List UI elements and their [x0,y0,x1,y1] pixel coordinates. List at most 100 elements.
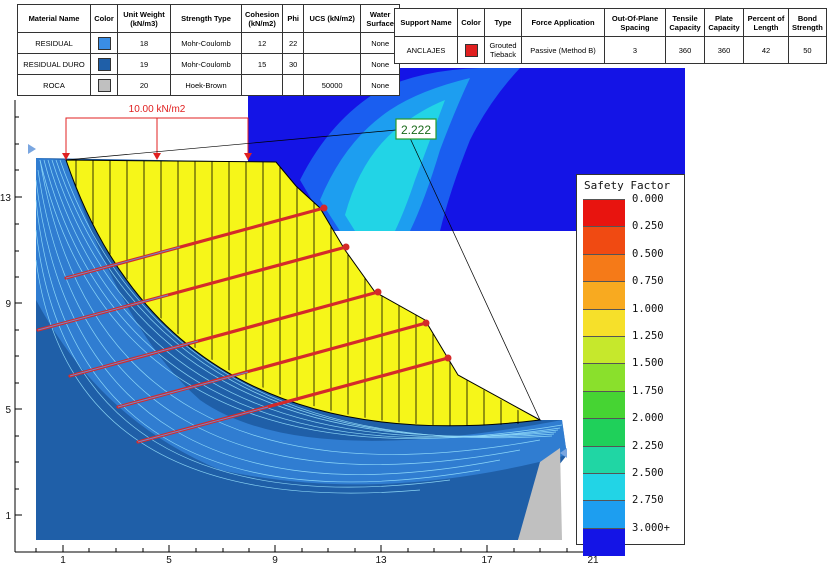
color-swatch [97,78,111,92]
col-plate: Plate Capacity [704,8,744,37]
legend-swatch [583,253,625,282]
y-axis-ticks [15,116,22,516]
color-swatch [464,43,478,57]
x-tick-label: 21 [587,555,599,565]
table-row: ROCA 20 Hoek-Brown 50000 None [17,74,401,96]
safety-factor-legend: Safety Factor 0.000 0.250 0.500 0.750 1.000 1… [576,174,685,556]
anchor-bond-zones [37,246,269,443]
safety-factor-value: 2.222 [401,123,431,137]
legend-swatch [583,473,625,501]
water-surface: None [360,74,401,96]
strength-type: Mohr-Coulomb [170,32,242,54]
legend-label: 0.750 [632,275,664,288]
force-application: Passive (Method B) [521,36,605,64]
legend-swatch [583,445,625,474]
support-color [457,36,485,64]
col-strength-type: Strength Type [170,4,242,33]
boundary-marker-right [560,448,567,458]
distributed-load [65,117,249,160]
y-tick-label: 1 [5,511,11,522]
legend-label: 1.750 [632,384,664,397]
materials-header-row: Material Name Color Unit Weight (kN/m3) … [17,4,401,33]
legend-label: 3.000+ [632,521,670,534]
legend-label: 2.500 [632,467,664,479]
soil-roca [518,448,562,540]
x-tick-label: 1 [60,555,66,565]
bond-strength: 50 [788,36,827,64]
color-swatch [97,36,111,50]
legend-label: 2.250 [632,439,664,452]
x-tick-label: 17 [481,555,493,565]
col-bond: Bond Strength [788,8,827,37]
col-percent: Percent of Length [743,8,789,37]
plate-capacity: 360 [704,36,744,64]
col-color: Color [90,4,118,33]
phi [282,74,305,96]
material-name: RESIDUAL DURO [17,53,91,75]
col-support-name: Support Name [394,8,458,37]
legend-label: 1.250 [632,330,664,342]
table-row: RESIDUAL DURO 19 Mohr-Coulomb 15 30 None [17,53,401,75]
x-tick-label: 5 [166,555,172,565]
y-tick-label: 9 [5,299,11,310]
col-material-name: Material Name [17,4,91,33]
legend-label: 0.000 [632,193,664,205]
ucs [303,32,362,54]
legend-title: Safety Factor [584,179,671,192]
material-color [90,74,118,96]
col-unit-weight: Unit Weight (kN/m3) [117,4,171,33]
col-color: Color [457,8,485,37]
legend-swatch [583,363,625,392]
cohesion [240,74,284,96]
legend-label: 2.750 [632,494,664,507]
unit-weight: 18 [117,32,171,54]
ucs [303,53,362,75]
legend-label: 2.000 [632,412,664,425]
legend-swatch [583,336,625,364]
slip-center-lines [65,129,541,421]
phi: 22 [282,32,305,54]
legend-swatch [583,281,625,310]
col-force-application: Force Application [521,8,605,37]
legend-swatch [583,199,625,227]
col-tensile: Tensile Capacity [665,8,705,37]
color-swatch [97,57,111,71]
material-name: ROCA [17,74,91,96]
y-tick-label: 13 [0,193,11,204]
col-type: Type [484,8,522,37]
table-row: ANCLAJES Grouted Tieback Passive (Method… [394,36,827,64]
load-arrowheads [62,153,252,160]
legend-swatch [583,226,625,255]
legend-label: 1.000 [632,302,664,315]
boundary-marker-left [28,144,36,154]
support-name: ANCLAJES [394,36,458,64]
x-axis-ticks [35,545,594,552]
legend-swatch [583,527,625,556]
legend-label: 1.500 [632,357,664,370]
cohesion: 12 [240,32,284,54]
material-color [90,53,118,75]
safety-factor-box[interactable] [395,118,437,140]
load-label: 10.00 kN/m2 [129,104,186,115]
legend-swatch [583,390,625,419]
unit-weight: 19 [117,53,171,75]
col-phi: Phi [282,4,305,33]
y-tick-label: 5 [5,405,11,416]
legend-label: 0.500 [632,247,664,260]
ucs: 50000 [303,74,362,96]
x-tick-label: 13 [375,555,387,565]
phi: 30 [282,53,305,75]
legend-swatch [583,308,625,337]
cohesion: 15 [240,53,284,75]
col-ucs: UCS (kN/m2) [303,4,362,33]
col-spacing: Out-Of-Plane Spacing [604,8,666,37]
strength-type: Mohr-Coulomb [170,53,242,75]
tensile-capacity: 360 [665,36,705,64]
legend-swatch [583,418,625,447]
strength-type: Hoek-Brown [170,74,242,96]
support-type: Grouted Tieback [484,36,522,64]
material-name: RESIDUAL [17,32,91,54]
slip-surfaces [35,159,563,494]
material-color [90,32,118,54]
